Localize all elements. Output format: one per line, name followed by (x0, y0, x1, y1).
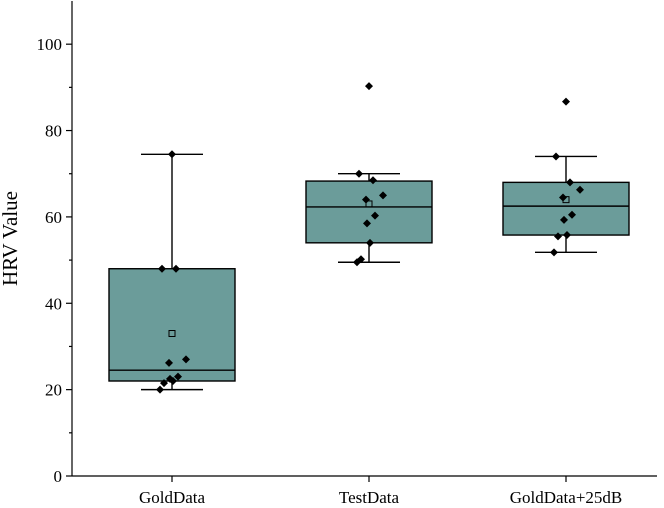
data-point (559, 193, 567, 202)
data-point (365, 82, 373, 91)
box-group-GoldData (108, 150, 236, 394)
box-iqr (108, 268, 236, 382)
data-point (568, 210, 576, 219)
y-tick-label: 80 (45, 122, 62, 141)
data-point (165, 358, 173, 367)
data-point (379, 191, 387, 200)
mean-marker (365, 200, 373, 208)
data-point (576, 185, 584, 194)
data-point (182, 355, 190, 364)
data-point (158, 264, 166, 273)
data-point (172, 264, 180, 273)
data-point (168, 150, 176, 159)
box-group-GoldData+25dB (502, 97, 630, 257)
y-tick-label: 0 (54, 467, 63, 486)
y-tick-label: 40 (45, 294, 62, 313)
y-tick-label: 100 (37, 35, 63, 54)
box-iqr (305, 180, 433, 244)
data-point (355, 169, 363, 178)
y-axis-title: HRV Value (0, 191, 22, 286)
data-point (371, 211, 379, 220)
x-axis: GoldData TestData GoldData+25dB (72, 475, 657, 507)
y-axis: 0 20 40 60 80 100 (37, 1, 73, 486)
x-tick-label: TestData (339, 488, 400, 507)
data-point (566, 178, 574, 187)
box-iqr (502, 181, 630, 236)
data-point (562, 97, 570, 106)
data-point (353, 258, 361, 267)
data-point (366, 238, 374, 247)
y-tick-label: 20 (45, 381, 62, 400)
data-point (550, 248, 558, 257)
data-point (560, 215, 568, 224)
data-point (174, 372, 182, 381)
data-point (554, 232, 562, 241)
y-tick-label: 60 (45, 208, 62, 227)
data-point (160, 379, 168, 388)
x-tick-label: GoldData+25dB (510, 488, 623, 507)
data-point (563, 231, 571, 240)
data-point (362, 195, 370, 204)
data-point (156, 385, 164, 394)
plot-area (108, 82, 630, 394)
x-tick-label: GoldData (139, 488, 206, 507)
data-point (552, 152, 560, 161)
data-point (369, 176, 377, 185)
mean-marker (168, 330, 176, 337)
data-point (169, 377, 177, 385)
box-group-TestData (305, 82, 433, 267)
data-point (363, 219, 371, 228)
